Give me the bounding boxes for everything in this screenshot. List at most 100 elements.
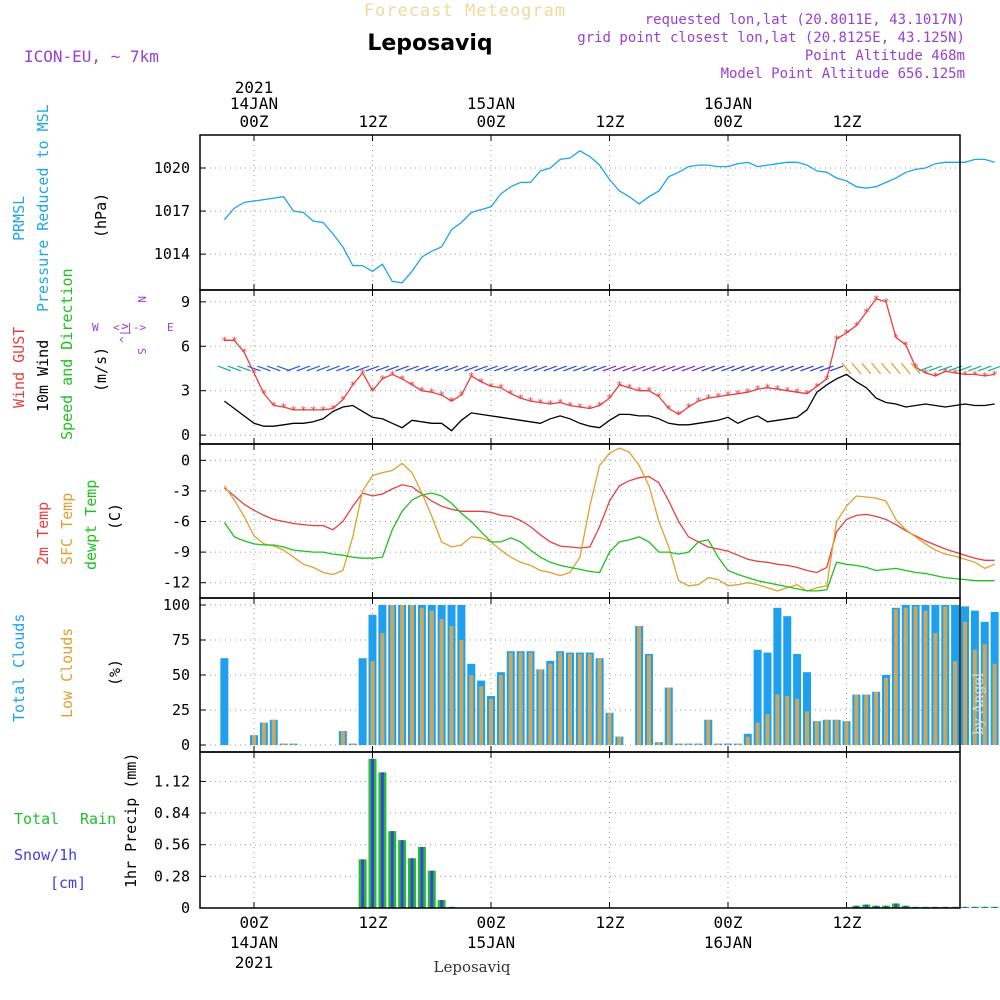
wind-arrow-53 [740, 365, 755, 372]
gust-marker-44: * [656, 391, 663, 404]
total-cloud-bar-14 [358, 658, 367, 745]
wind-arrow-78 [987, 365, 1000, 372]
low-cloud-bar-23 [449, 626, 454, 745]
low-cloud-bar-12 [340, 731, 345, 745]
low-cloud-bar-13 [350, 743, 355, 745]
low-cloud-bar-48 [696, 743, 701, 745]
low-cloud-bar-58 [795, 698, 800, 745]
wind-arrow-24 [454, 365, 469, 372]
compass-rose: W <-|-> E ^|v N S [92, 296, 174, 355]
gust-marker-27: * [488, 380, 495, 393]
series-line-10m-wind [224, 373, 995, 432]
ytick-label-1: 25 [172, 701, 190, 719]
wind-arrow-37 [582, 365, 597, 372]
gust-marker-13: * [349, 379, 356, 392]
requested-coords: requested lon,lat (20.8011E, 43.1017N) [645, 12, 965, 28]
low-cloud-bar-17 [390, 605, 395, 745]
panel-frame [199, 751, 961, 909]
top-tick-label-1: 00Z [240, 112, 269, 131]
series-line-sfc-temp [223, 447, 995, 592]
precip-snow-bar-8 [440, 900, 444, 908]
low-cloud-bar-71 [923, 610, 928, 745]
ytick-label-0: 0 [181, 899, 190, 917]
low-cloud-bar-31 [528, 652, 533, 745]
low-cloud-bar-47 [686, 743, 691, 745]
model-altitude: Model Point Altitude 656.125m [721, 66, 965, 82]
low-cloud-bar-6 [281, 743, 286, 745]
wind-arrow-27 [484, 365, 498, 372]
gust-marker-61: * [823, 373, 830, 386]
wind-arrow-77 [977, 365, 992, 372]
gust-marker-31: * [527, 395, 534, 408]
wind-arrow-11 [326, 365, 340, 372]
gust-marker-59: * [804, 388, 811, 401]
wind-arrow-35 [563, 365, 577, 372]
late-precip-snow-bar-3 [884, 905, 888, 908]
total-cloud-bar-56 [773, 607, 782, 745]
ytick-label-3: 9 [181, 293, 190, 311]
ytick-label-4: 100 [163, 596, 190, 614]
low-cloud-bar-25 [469, 675, 474, 745]
wind-arrow-9 [306, 365, 321, 372]
gust-marker-54: * [754, 383, 761, 396]
gust-marker-45: * [665, 402, 672, 415]
low-cloud-bar-39 [607, 712, 612, 745]
gust-label: Wind GUST [10, 327, 28, 408]
ytick-label-2: 6 [181, 337, 190, 355]
wind-arrow-58 [790, 365, 804, 372]
wind-arrow-40 [612, 365, 627, 372]
snow-label: Snow/1h [14, 846, 77, 864]
gust-marker-72: * [932, 370, 939, 383]
low-cloud-bar-26 [479, 686, 484, 745]
compass-arrows: <-|-> [113, 321, 146, 334]
low-cloud-bar-60 [814, 721, 819, 745]
wind-arrow-12 [336, 365, 350, 372]
gust-marker-17: * [389, 368, 396, 381]
low-cloud-bar-28 [498, 675, 503, 745]
precip-axis-label: 1hr Precip (mm) [122, 753, 140, 888]
late-precip-snow-bar-14 [993, 906, 997, 908]
top-tick-label-4: 12Z [596, 112, 625, 131]
low-cloud-bar-43 [647, 655, 651, 745]
gust-marker-35: * [567, 400, 574, 413]
gust-marker-9: * [310, 404, 317, 417]
wind-arrow-42 [632, 365, 646, 372]
wind-arrow-63 [841, 362, 852, 375]
gust-marker-24: * [458, 389, 465, 402]
gust-marker-11: * [330, 402, 337, 415]
low-cloud-bar-72 [933, 633, 938, 745]
gust-marker-64: * [853, 320, 860, 333]
gust-marker-62: * [833, 333, 840, 346]
gust-marker-43: * [646, 385, 653, 398]
wind-arrow-50 [711, 365, 725, 372]
low-cloud-bar-69 [903, 607, 908, 745]
gust-marker-15: * [369, 385, 376, 398]
bottom-tick-label-5: 00Z [714, 913, 743, 932]
low-cloud-bar-35 [568, 654, 572, 745]
gust-marker-5: * [270, 400, 277, 413]
gust-marker-76: * [972, 368, 979, 381]
watermark: by Angel [971, 672, 987, 735]
gridpoint-coords: grid point closest lon,lat (20.8125E, 43… [577, 30, 965, 46]
compass-vertical: ^|v [118, 323, 131, 343]
late-precip-snow-bar-12 [973, 906, 977, 908]
low-cloud-bar-62 [834, 719, 839, 745]
wind-arrow-41 [622, 365, 637, 372]
low-cloud-bar-38 [597, 658, 602, 745]
gust-marker-16: * [379, 373, 386, 386]
compass-east: E [167, 321, 174, 334]
late-precip-snow-bar-13 [983, 906, 987, 908]
series-line-dewpt-temp [223, 492, 995, 592]
gust-marker-32: * [537, 397, 544, 410]
pressure-msl-label: Pressure Reduced to MSL [34, 104, 52, 312]
low-cloud-bar-49 [706, 719, 711, 745]
precip-snow-bar-0 [361, 859, 365, 908]
low-cloud-bar-54 [755, 722, 760, 745]
low-cloud-bar-65 [864, 694, 869, 745]
wind-arrow-25 [464, 365, 479, 372]
gust-marker-56: * [774, 383, 781, 396]
wind-arrow-73 [938, 365, 953, 372]
low-cloud-bar-70 [913, 606, 918, 745]
gust-marker-21: * [428, 386, 435, 399]
low-cloud-bar-52 [735, 743, 740, 745]
